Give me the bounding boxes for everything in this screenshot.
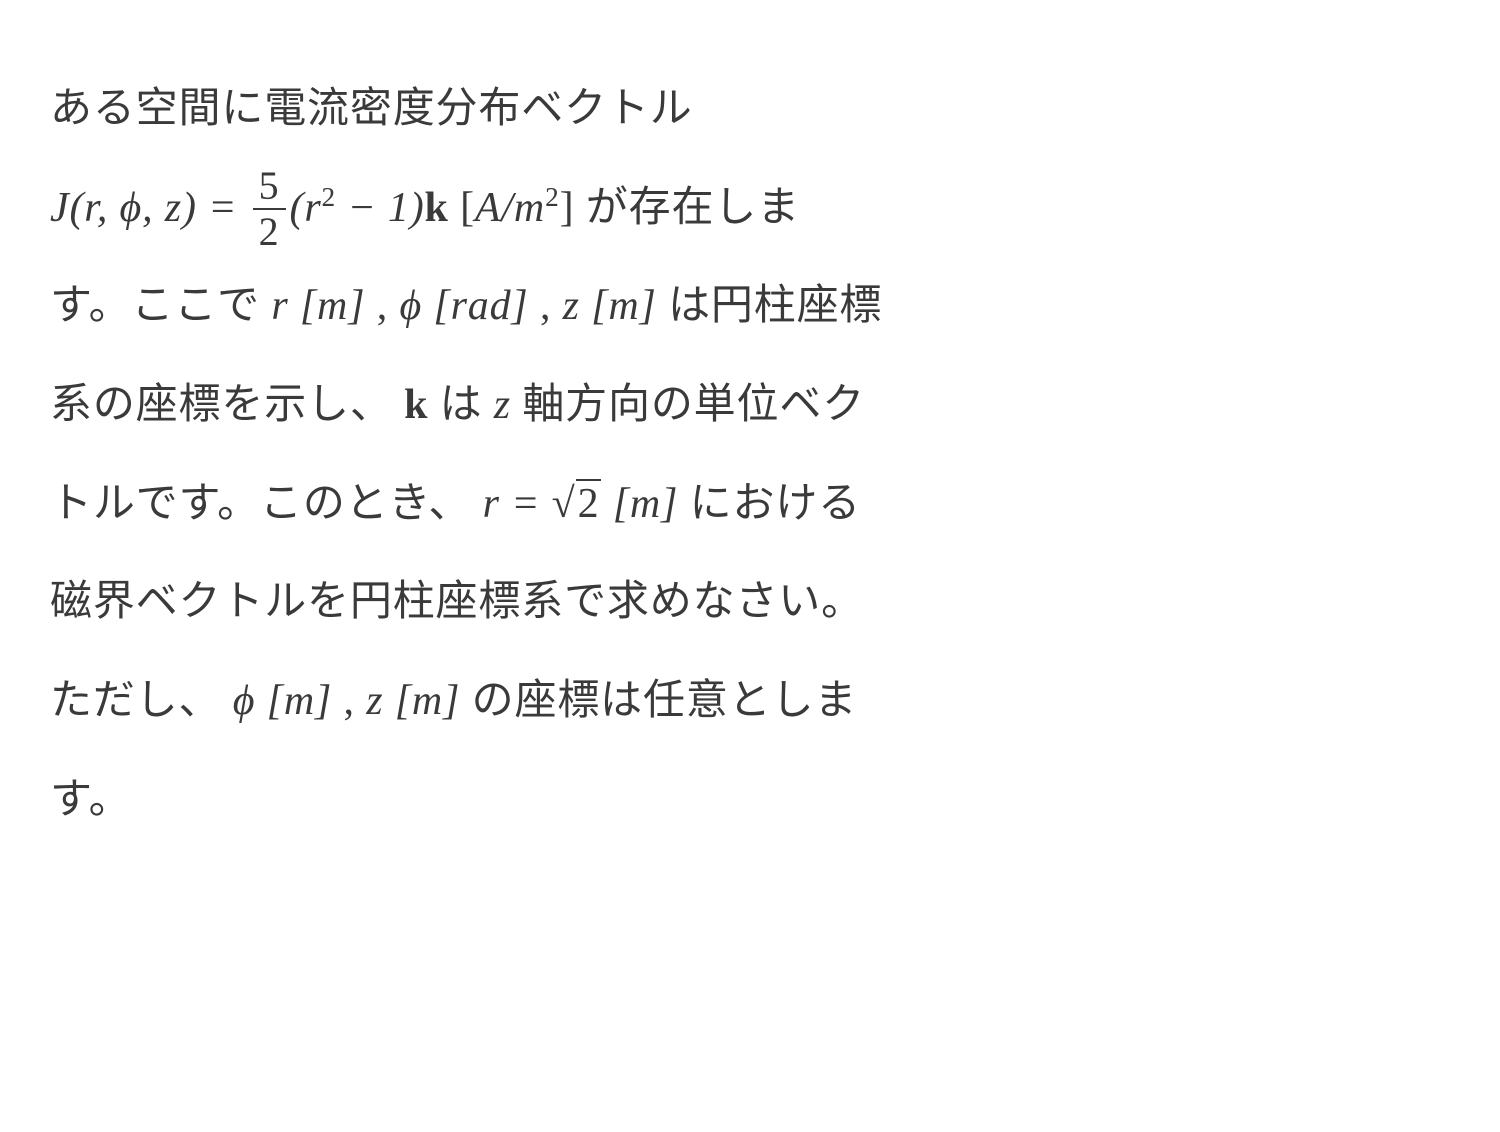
z-unit-m: [m] [383,678,460,724]
line8-text: す。 [50,777,131,823]
problem-text: ある空間に電流密度分布ベクトル J(r, ϕ, z) = 52(r2 − 1)k… [50,60,1450,850]
minus-one-close: − 1) [336,185,425,231]
exists-text: が存在しま [574,185,800,231]
exponent-2b: 2 [545,182,560,212]
k-vector: k [425,185,449,231]
line3-prefix: す。ここで [50,283,271,329]
sqrt-argument: 2 [576,479,602,527]
j-symbol: J [50,185,69,231]
fraction-denominator: 2 [253,210,286,254]
line5-prefix: トルです。このとき、 [50,481,483,527]
unit-a-per-m2: A/m [475,185,545,231]
unit-m-2: [m] [580,283,657,329]
text-line-1: ある空間に電流密度分布ベクトル [50,86,693,132]
phi-unit-m: [m] [255,678,332,724]
bracket-open-1: [ [449,185,475,231]
arbitrary-text: の座標は任意としま [460,678,857,724]
exponent-2a: 2 [322,182,337,212]
sqrt-symbol: √ [552,481,576,527]
line6-text: 磁界ベクトルを円柱座標系で求めなさい。 [50,579,864,625]
phi-var-1: ϕ [399,283,422,329]
cyl-coords-text: は円柱座標 [657,283,883,329]
unit-m-1: [m] [289,283,366,329]
bracket-close-1: ] [560,185,575,231]
z-var-1: z [563,283,580,329]
r-var-1: r [271,283,288,329]
comma-1: , [365,283,399,329]
comma-2: , [529,283,563,329]
line7-prefix: ただし、 [50,678,233,724]
k-vector-2: k [404,382,428,428]
unit-m-3: [m] [601,481,678,527]
line4-prefix: 系の座標を示し、 [50,382,404,428]
z-var-2: z [494,382,511,428]
r-squared-open: (r [290,185,322,231]
unit-rad: [rad] [422,283,529,329]
fraction-5-2: 52 [253,164,286,254]
phi-var-2: ϕ [233,678,256,724]
fraction-numerator: 5 [253,164,286,210]
j-args: (r, ϕ, z) = [69,185,248,231]
z-var-3: z [366,678,383,724]
z-axis-unit-text: 軸方向の単位ベク [511,382,865,428]
niokeru-text: における [678,481,861,527]
comma-3: , [332,678,366,724]
sqrt-2: √2 [552,455,602,554]
is-text: は [428,382,494,428]
r-equals: r = [483,481,552,527]
